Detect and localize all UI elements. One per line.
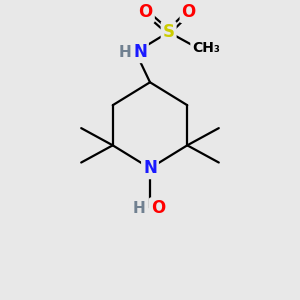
Text: O: O bbox=[151, 200, 165, 217]
Text: O: O bbox=[182, 3, 196, 21]
Text: H: H bbox=[133, 201, 146, 216]
Text: O: O bbox=[139, 3, 153, 21]
Text: N: N bbox=[133, 43, 147, 61]
Text: S: S bbox=[163, 23, 175, 41]
Text: H: H bbox=[118, 45, 131, 60]
Text: CH₃: CH₃ bbox=[192, 41, 220, 55]
Text: N: N bbox=[143, 159, 157, 177]
